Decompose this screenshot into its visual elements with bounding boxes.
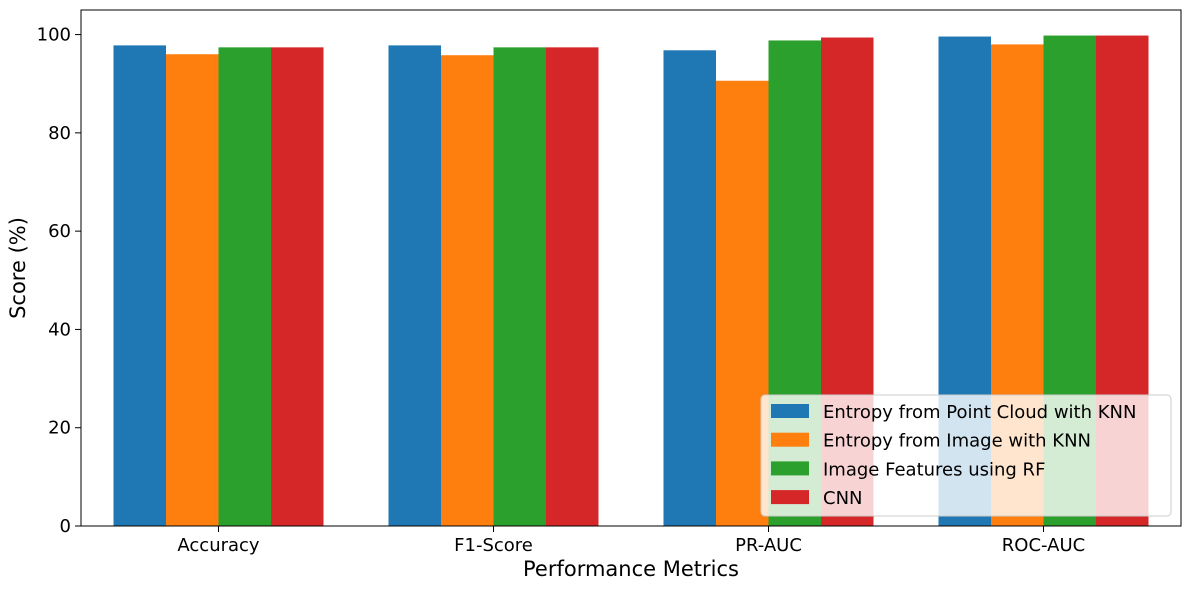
legend-entry-label: Entropy from Image with KNN — [823, 431, 1091, 452]
bar-accuracy-series-3 — [218, 47, 271, 526]
bar-f1-score-series-1 — [388, 45, 441, 526]
x-tick-label: ROC-AUC — [1002, 535, 1085, 556]
legend-entry-label: Image Features using RF — [823, 459, 1045, 480]
bar-accuracy-series-2 — [166, 54, 219, 526]
legend-swatch — [771, 461, 809, 476]
x-tick-label: F1-Score — [454, 535, 533, 556]
legend-swatch — [771, 490, 809, 505]
y-tick-label: 80 — [48, 123, 71, 144]
x-axis: Accuracy F1-Score PR-AUC ROC-AUC — [177, 526, 1085, 556]
bar-f1-score-series-2 — [441, 55, 494, 527]
bar-f1-score-series-3 — [493, 47, 546, 526]
y-tick-label: 0 — [60, 516, 71, 537]
legend-swatch — [771, 404, 809, 418]
y-axis-label: Score (%) — [6, 217, 30, 319]
legend-entry-label: Entropy from Point Cloud with KNN — [823, 402, 1136, 423]
legend-box — [760, 394, 1172, 517]
bar-accuracy-series-1 — [113, 45, 166, 526]
legend: Entropy from Point Cloud with KNN Entropy… — [760, 394, 1172, 517]
bar-pr-auc-series-2 — [716, 80, 769, 526]
x-axis-label: Performance Metrics — [523, 557, 739, 581]
y-tick-label: 20 — [48, 418, 71, 439]
y-axis: 0 20 40 60 80 100 — [37, 25, 81, 537]
bar-accuracy-series-4 — [271, 47, 324, 526]
y-tick-label: 60 — [48, 221, 71, 242]
plot-frame — [80, 9, 1182, 527]
legend-swatch — [771, 432, 809, 447]
legend-entry-label: CNN — [823, 488, 863, 509]
y-tick-label: 100 — [37, 25, 71, 46]
y-tick-label: 40 — [48, 319, 71, 340]
bar-f1-score-series-4 — [546, 47, 599, 526]
x-tick-label: PR-AUC — [735, 535, 802, 556]
x-tick-label: Accuracy — [177, 535, 260, 556]
bar-pr-auc-series-1 — [663, 50, 716, 526]
